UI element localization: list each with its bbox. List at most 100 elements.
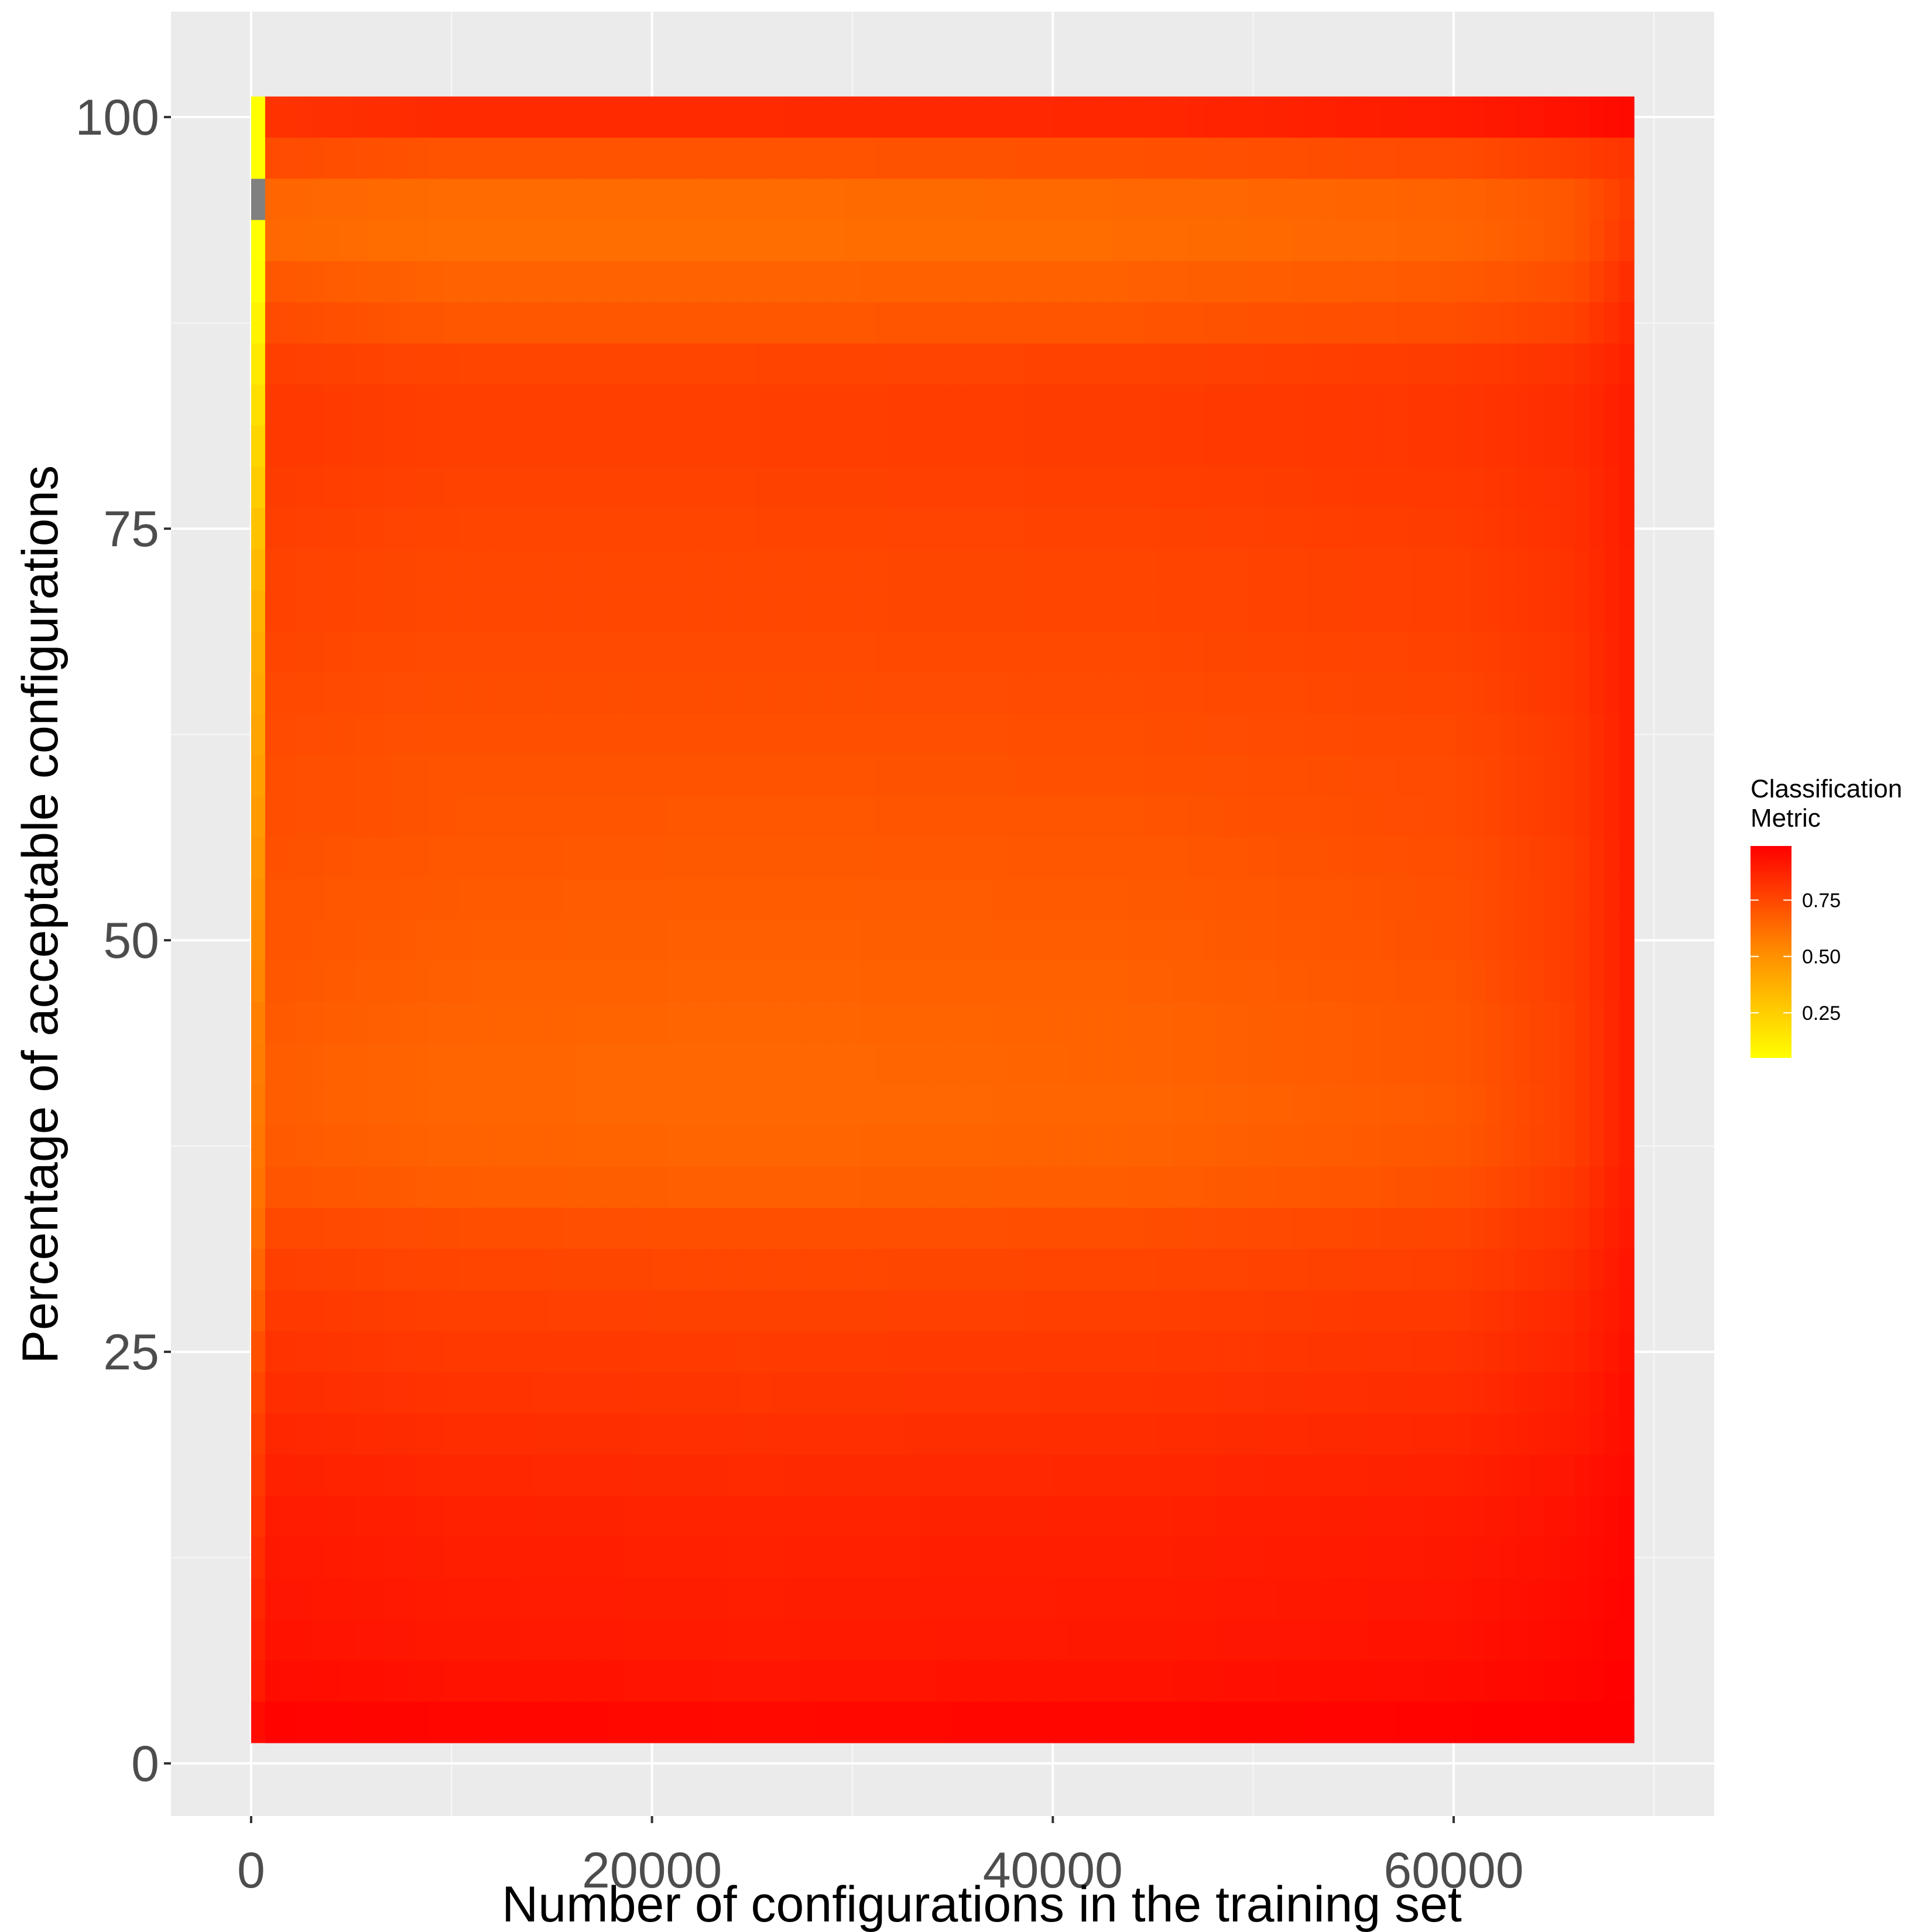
heatmap-cell: [681, 1084, 697, 1126]
heatmap-cell: [563, 220, 578, 262]
heatmap-cell: [1589, 631, 1605, 673]
heatmap-cell: [726, 1701, 742, 1743]
heatmap-cell: [429, 1578, 444, 1620]
heatmap-cell: [1143, 467, 1159, 509]
heatmap-cell: [875, 1454, 890, 1496]
heatmap-cell: [488, 1454, 504, 1496]
heatmap-cell: [369, 961, 385, 1003]
heatmap-cell: [1619, 919, 1635, 961]
heatmap-cell: [1485, 1084, 1501, 1126]
heatmap-cell: [1366, 919, 1382, 961]
heatmap-cell: [1247, 343, 1263, 385]
heatmap-cell: [324, 179, 340, 221]
heatmap-cell: [369, 1701, 385, 1743]
heatmap-cell: [1351, 961, 1367, 1003]
heatmap-cell: [1589, 302, 1605, 344]
heatmap-cell: [533, 1043, 549, 1085]
heatmap-cell: [1098, 714, 1114, 756]
heatmap-cell: [1336, 96, 1352, 138]
heatmap-cell: [920, 1043, 936, 1085]
heatmap-cell: [1470, 302, 1486, 344]
heatmap-cell: [1232, 179, 1248, 221]
heatmap-cell: [369, 1413, 385, 1455]
heatmap-cell: [429, 1413, 444, 1455]
heatmap-cell: [1083, 1701, 1099, 1743]
heatmap-cell: [1157, 179, 1173, 221]
heatmap-cell: [875, 179, 890, 221]
heatmap-cell: [251, 1578, 266, 1620]
heatmap-cell: [324, 673, 340, 714]
heatmap-cell: [667, 631, 683, 673]
heatmap-cell: [324, 220, 340, 262]
heatmap-cell: [1083, 1660, 1099, 1703]
heatmap-cell: [890, 549, 906, 591]
heatmap-cell: [251, 796, 266, 838]
heatmap-cell: [577, 1043, 593, 1085]
heatmap-cell: [1292, 508, 1307, 550]
heatmap-cell: [251, 1207, 266, 1249]
heatmap-cell: [800, 1372, 816, 1414]
heatmap-cell: [1187, 755, 1203, 797]
heatmap-cell: [622, 878, 638, 920]
heatmap-cell: [1440, 1496, 1456, 1537]
heatmap-cell: [1559, 549, 1575, 591]
heatmap-cell: [607, 549, 623, 591]
heatmap-cell: [1530, 1701, 1546, 1743]
heatmap-cell: [533, 631, 549, 673]
heatmap-cell: [994, 138, 1010, 180]
heatmap-cell: [1277, 1043, 1293, 1085]
heatmap-cell: [1203, 1002, 1218, 1044]
heatmap-cell: [1292, 1496, 1307, 1537]
heatmap-cell: [1485, 755, 1501, 797]
heatmap-cell: [711, 837, 727, 879]
heatmap-cell: [339, 1331, 355, 1373]
heatmap-cell: [1143, 1002, 1159, 1044]
heatmap-cell: [1470, 426, 1486, 468]
heatmap-cell: [681, 302, 697, 344]
heatmap-cell: [652, 1496, 667, 1537]
heatmap-cell: [1009, 1578, 1025, 1620]
heatmap-cell: [890, 714, 906, 756]
heatmap-cell: [443, 1454, 459, 1496]
heatmap-cell: [1039, 1660, 1054, 1703]
heatmap-cell: [979, 138, 995, 180]
heatmap-cell: [756, 961, 772, 1003]
heatmap-cell: [1336, 631, 1352, 673]
heatmap-cell: [443, 673, 459, 714]
heatmap-cell: [547, 1002, 563, 1044]
heatmap-cell: [1574, 755, 1590, 797]
heatmap-cell: [1500, 1454, 1516, 1496]
heatmap-cell: [1426, 1207, 1441, 1249]
heatmap-cell: [816, 1701, 831, 1743]
heatmap-cell: [1574, 96, 1590, 138]
heatmap-cell: [324, 1454, 340, 1496]
heatmap-cell: [1113, 1660, 1129, 1703]
heatmap-cell: [1083, 1454, 1099, 1496]
heatmap-cell: [384, 878, 400, 920]
heatmap-cell: [1292, 1043, 1307, 1085]
heatmap-cell: [1009, 1043, 1025, 1085]
heatmap-cell: [1068, 508, 1084, 550]
heatmap-cell: [1366, 1207, 1382, 1249]
heatmap-cell: [622, 1084, 638, 1126]
heatmap-cell: [251, 837, 266, 879]
heatmap-cell: [1544, 631, 1560, 673]
heatmap-cell: [280, 384, 296, 426]
heatmap-cell: [1292, 1701, 1307, 1743]
heatmap-cell: [1336, 961, 1352, 1003]
y-tick-label: 50: [103, 913, 159, 969]
heatmap-cell: [1426, 919, 1441, 961]
heatmap-cell: [1009, 1496, 1025, 1537]
heatmap-cell: [1351, 1619, 1367, 1661]
heatmap-cell: [443, 961, 459, 1003]
heatmap-cell: [681, 96, 697, 138]
heatmap-cell: [949, 1537, 965, 1579]
heatmap-cell: [845, 508, 861, 550]
heatmap-cell: [681, 1290, 697, 1332]
heatmap-cell: [741, 549, 757, 591]
heatmap-cell: [1619, 343, 1635, 385]
heatmap-cell: [741, 508, 757, 550]
heatmap-cell: [518, 837, 533, 879]
heatmap-cell: [1470, 631, 1486, 673]
heatmap-cell: [443, 1413, 459, 1455]
